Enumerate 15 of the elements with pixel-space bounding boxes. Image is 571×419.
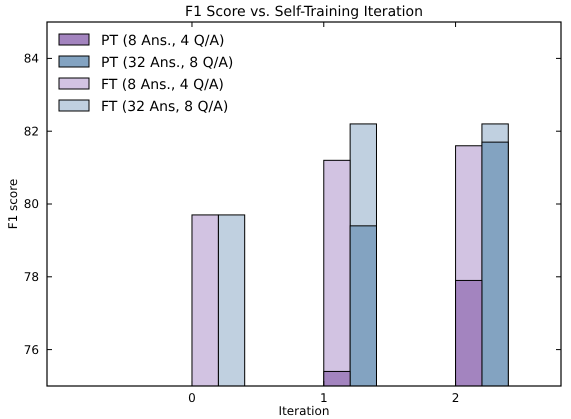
y-tick-label: 78: [24, 270, 39, 284]
chart-title: F1 Score vs. Self-Training Iteration: [185, 4, 423, 20]
x-axis-title: Iteration: [278, 404, 330, 418]
y-tick-label: 76: [24, 342, 39, 357]
y-axis-title: F1 score: [6, 178, 20, 230]
legend-label: FT (8 Ans., 4 Q/A): [101, 76, 224, 93]
x-tick-label: 0: [188, 391, 196, 405]
y-tick-label: 84: [24, 52, 39, 66]
legend-label: FT (32 Ans, 8 Q/A): [101, 98, 228, 115]
y-tick-label: 80: [24, 197, 39, 212]
legend-label: PT (32 Ans., 8 Q/A): [101, 54, 234, 71]
y-tick-label: 82: [24, 124, 39, 138]
x-tick-label: 1: [320, 391, 328, 405]
legend-label: PT (8 Ans., 4 Q/A): [101, 32, 224, 49]
x-tick-label: 2: [452, 391, 460, 405]
